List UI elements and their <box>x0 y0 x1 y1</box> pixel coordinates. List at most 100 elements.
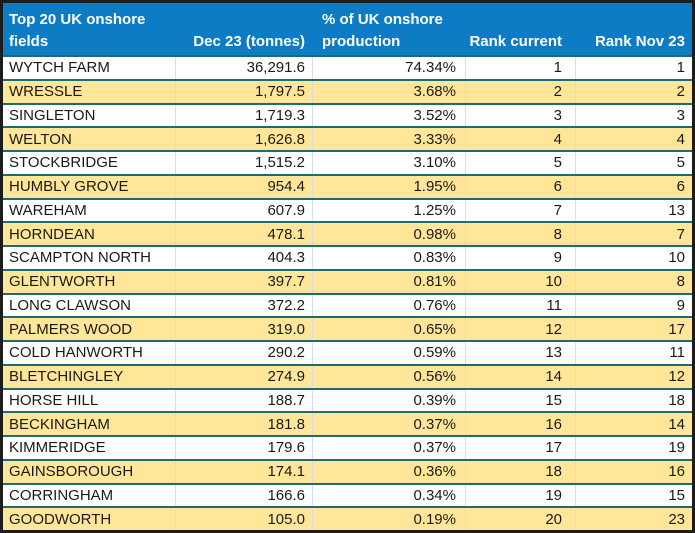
pct-cell: 0.37% <box>312 437 465 459</box>
field-name-cell: WELTON <box>9 130 72 148</box>
field-name-cell: PALMERS WOOD <box>9 320 133 338</box>
tonnes-cell: 179.6 <box>175 437 312 459</box>
rank-nov-cell: 9 <box>575 294 692 317</box>
rank-current-cell: 15 <box>465 389 575 412</box>
rank-current-cell: 19 <box>465 484 575 507</box>
rank-nov-cell: 11 <box>575 342 692 364</box>
rank-nov-cell: 23 <box>575 508 692 530</box>
table-row: GLENTWORTH 397.7 0.81% 10 8 <box>3 268 692 293</box>
rank-current-cell: 18 <box>465 460 575 483</box>
rank-current-cell: 11 <box>465 294 575 317</box>
header-field-line1: Top 20 UK onshore <box>9 11 146 29</box>
rank-current-cell: 14 <box>465 365 575 388</box>
field-name-cell: SCAMPTON NORTH <box>9 249 151 267</box>
field-name-cell: STOCKBRIDGE <box>9 154 118 172</box>
table-row: BECKINGHAM 181.8 0.37% 16 14 <box>3 411 692 435</box>
rank-current-cell: 13 <box>465 342 575 364</box>
pct-cell: 0.98% <box>312 223 465 245</box>
table-row: HUMBLY GROVE 954.4 1.95% 6 6 <box>3 173 692 198</box>
field-name-cell: HORSE HILL <box>9 391 99 409</box>
tonnes-cell: 372.2 <box>175 294 312 317</box>
tonnes-cell: 1,719.3 <box>175 104 312 127</box>
tonnes-cell: 1,515.2 <box>175 152 312 174</box>
tonnes-cell: 290.2 <box>175 342 312 364</box>
rank-current-cell: 6 <box>465 175 575 198</box>
field-name-cell: BLETCHINGLEY <box>9 368 124 386</box>
rank-nov-cell: 8 <box>575 270 692 293</box>
table-row: SCAMPTON NORTH 404.3 0.83% 9 10 <box>3 245 692 269</box>
pct-cell: 0.56% <box>312 365 465 388</box>
rank-nov-cell: 5 <box>575 152 692 174</box>
table-row: PALMERS WOOD 319.0 0.65% 12 17 <box>3 316 692 340</box>
rank-nov-cell: 17 <box>575 318 692 340</box>
rank-nov-cell: 10 <box>575 247 692 269</box>
pct-cell: 0.36% <box>312 460 465 483</box>
tonnes-cell: 174.1 <box>175 460 312 483</box>
tonnes-cell: 166.6 <box>175 484 312 507</box>
pct-cell: 3.33% <box>312 128 465 150</box>
field-name-cell: HUMBLY GROVE <box>9 178 129 196</box>
table-row: GAINSBOROUGH 174.1 0.36% 18 16 <box>3 458 692 483</box>
rank-nov-cell: 15 <box>575 484 692 507</box>
rank-nov-cell: 12 <box>575 365 692 388</box>
tonnes-cell: 404.3 <box>175 247 312 269</box>
header-rank-nov-label: Rank Nov 23 <box>594 32 685 50</box>
rank-nov-cell: 14 <box>575 413 692 435</box>
rank-nov-cell: 13 <box>575 199 692 222</box>
field-name-cell: GOODWORTH <box>9 510 112 528</box>
pct-cell: 0.76% <box>312 294 465 317</box>
rank-current-cell: 4 <box>465 128 575 150</box>
pct-cell: 0.19% <box>312 508 465 530</box>
table-row: WELTON 1,626.8 3.33% 4 4 <box>3 126 692 150</box>
rank-current-cell: 20 <box>465 508 575 530</box>
field-name-cell: GLENTWORTH <box>9 273 116 291</box>
pct-cell: 3.68% <box>312 80 465 103</box>
pct-cell: 0.81% <box>312 270 465 293</box>
tonnes-cell: 188.7 <box>175 389 312 412</box>
pct-cell: 0.65% <box>312 318 465 340</box>
rank-current-cell: 9 <box>465 247 575 269</box>
tonnes-cell: 274.9 <box>175 365 312 388</box>
tonnes-cell: 105.0 <box>175 508 312 530</box>
header-tonnes-label: Dec 23 (tonnes) <box>193 32 305 50</box>
table-row: KIMMERIDGE 179.6 0.37% 17 19 <box>3 435 692 459</box>
pct-cell: 74.34% <box>312 57 465 79</box>
rank-current-cell: 5 <box>465 152 575 174</box>
header-field-line2: fields <box>9 32 49 50</box>
rank-nov-cell: 2 <box>575 80 692 103</box>
header-rank-current-label: Rank current <box>469 32 562 50</box>
table-header-row: Top 20 UK onshore fields Dec 23 (tonnes)… <box>3 3 692 55</box>
field-name-cell: GAINSBOROUGH <box>9 463 134 481</box>
field-name-cell: KIMMERIDGE <box>9 439 106 457</box>
header-field-column: Top 20 UK onshore fields <box>3 3 175 55</box>
rank-current-cell: 1 <box>465 57 575 79</box>
field-name-cell: COLD HANWORTH <box>9 344 143 362</box>
header-pct-line1: % of UK onshore <box>322 11 443 29</box>
table-row: STOCKBRIDGE 1,515.2 3.10% 5 5 <box>3 150 692 174</box>
header-pct-line2: production <box>322 32 401 50</box>
table-row: SINGLETON 1,719.3 3.52% 3 3 <box>3 102 692 127</box>
rank-nov-cell: 3 <box>575 104 692 127</box>
field-name-cell: WRESSLE <box>9 83 83 101</box>
pct-cell: 3.52% <box>312 104 465 127</box>
pct-cell: 0.59% <box>312 342 465 364</box>
header-pct-column: % of UK onshore production <box>312 3 465 55</box>
table-row: HORSE HILL 188.7 0.39% 15 18 <box>3 387 692 412</box>
pct-cell: 1.95% <box>312 175 465 198</box>
tonnes-cell: 478.1 <box>175 223 312 245</box>
tonnes-cell: 1,797.5 <box>175 80 312 103</box>
table-body: WYTCH FARM 36,291.6 74.34% 1 1 WRESSLE 1,797.5… <box>3 55 692 530</box>
field-name-cell: CORRINGHAM <box>9 486 114 504</box>
header-rank-nov-column: Rank Nov 23 <box>575 3 692 55</box>
table-row: BLETCHINGLEY 274.9 0.56% 14 12 <box>3 363 692 388</box>
pct-cell: 0.39% <box>312 389 465 412</box>
tonnes-cell: 397.7 <box>175 270 312 293</box>
field-name-cell: BECKINGHAM <box>9 415 110 433</box>
tonnes-cell: 36,291.6 <box>175 57 312 79</box>
rank-nov-cell: 18 <box>575 389 692 412</box>
rank-current-cell: 10 <box>465 270 575 293</box>
table-row: HORNDEAN 478.1 0.98% 8 7 <box>3 221 692 245</box>
table-row: COLD HANWORTH 290.2 0.59% 13 11 <box>3 340 692 364</box>
field-name-cell: WYTCH FARM <box>9 59 110 77</box>
